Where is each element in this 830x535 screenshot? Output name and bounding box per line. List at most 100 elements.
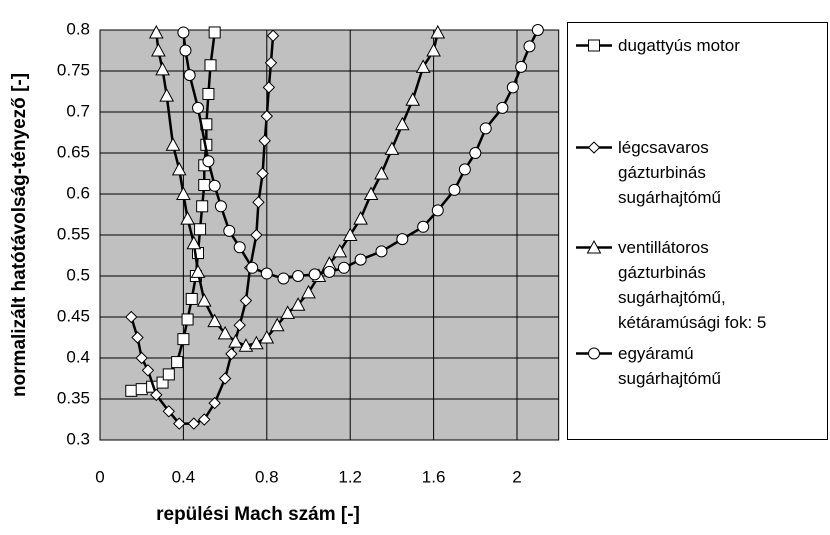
marker <box>173 417 186 430</box>
marker <box>165 137 181 151</box>
marker <box>171 356 184 369</box>
marker <box>586 239 602 254</box>
marker <box>394 116 410 131</box>
legend: dugattyús motor légcsavaros gázturbinás s… <box>567 22 828 440</box>
marker <box>179 44 192 57</box>
marker <box>198 178 211 191</box>
marker <box>337 261 350 274</box>
marker <box>342 227 358 241</box>
legend-label: légcsavaros gázturbinás sugárhajtómű <box>618 138 722 207</box>
legend-icon <box>576 141 612 154</box>
marker <box>258 134 271 147</box>
marker <box>207 313 223 328</box>
marker <box>269 317 285 332</box>
marker <box>396 233 409 246</box>
marker <box>135 383 148 396</box>
x-tick-label: 1.2 <box>338 467 362 486</box>
marker <box>363 186 379 200</box>
marker <box>223 224 236 237</box>
marker <box>588 347 600 360</box>
marker <box>194 223 207 236</box>
marker <box>301 284 316 299</box>
marker <box>252 195 265 209</box>
legend-label: egyáramú sugárhajtómű <box>618 344 722 388</box>
marker <box>290 297 306 311</box>
marker <box>264 56 278 70</box>
marker <box>384 141 400 155</box>
marker <box>156 376 169 389</box>
marker <box>150 388 163 402</box>
marker <box>249 335 264 350</box>
marker <box>332 243 348 258</box>
marker <box>198 413 211 426</box>
marker <box>187 417 201 430</box>
legend-label: dugattyús motor <box>618 36 740 55</box>
marker <box>515 60 528 73</box>
marker <box>259 329 275 344</box>
marker <box>266 29 280 42</box>
marker <box>190 264 206 278</box>
legend-entry: egyáramú sugárhajtómű <box>574 341 721 391</box>
marker <box>256 167 269 180</box>
marker <box>204 59 217 72</box>
marker <box>431 204 444 217</box>
y-tick-label: 0.65 <box>57 142 90 161</box>
y-tick-label: 0.75 <box>57 60 90 79</box>
marker <box>125 310 138 324</box>
marker <box>181 313 194 326</box>
marker <box>196 293 212 307</box>
marker <box>430 24 446 39</box>
marker <box>374 165 389 180</box>
marker <box>208 179 221 192</box>
marker <box>125 384 138 397</box>
y-axis-title: normalizált hatótávolság-tényező [-] <box>9 73 30 397</box>
legend-icon <box>576 239 612 254</box>
marker <box>176 186 191 200</box>
marker <box>217 325 233 340</box>
marker <box>260 109 274 123</box>
marker <box>141 364 155 377</box>
marker <box>308 268 321 281</box>
marker <box>233 241 246 254</box>
marker <box>469 147 482 159</box>
series-line <box>155 32 439 348</box>
marker <box>354 253 367 266</box>
y-tick-label: 0.6 <box>66 183 90 202</box>
marker <box>191 101 204 114</box>
x-tick-label: 0.4 <box>172 467 196 486</box>
legend-entry: ventillátoros gázturbinás sugárhajtómű, … <box>574 235 766 335</box>
chart: repülési Mach szám [-] normalizált hatót… <box>9 19 560 525</box>
marker <box>323 265 336 278</box>
marker <box>162 405 176 418</box>
marker <box>208 396 221 410</box>
marker <box>171 161 187 176</box>
marker <box>239 294 253 307</box>
legend-entry: légcsavaros gázturbinás sugárhajtómű <box>574 135 721 210</box>
marker <box>151 42 166 57</box>
marker <box>479 122 492 135</box>
legend-icon <box>576 39 612 52</box>
marker <box>196 200 209 213</box>
marker <box>405 92 421 106</box>
marker <box>353 211 368 225</box>
legend-label: ventillátoros gázturbinás sugárhajtómű, … <box>618 238 767 332</box>
marker <box>131 331 144 344</box>
marker <box>246 261 259 274</box>
marker <box>155 61 170 76</box>
marker <box>458 163 471 176</box>
marker <box>531 24 544 36</box>
y-tick-label: 0.7 <box>66 101 90 120</box>
marker <box>415 59 431 73</box>
plot-border <box>99 29 560 441</box>
marker <box>417 220 430 233</box>
marker <box>375 245 388 258</box>
marker <box>218 372 232 385</box>
marker <box>280 305 295 319</box>
marker <box>148 24 164 39</box>
marker <box>277 272 290 285</box>
marker <box>260 267 273 280</box>
x-tick-label: 1.6 <box>422 467 446 486</box>
x-tick-label: 0 <box>95 467 104 486</box>
marker <box>183 69 196 82</box>
marker <box>135 351 148 365</box>
